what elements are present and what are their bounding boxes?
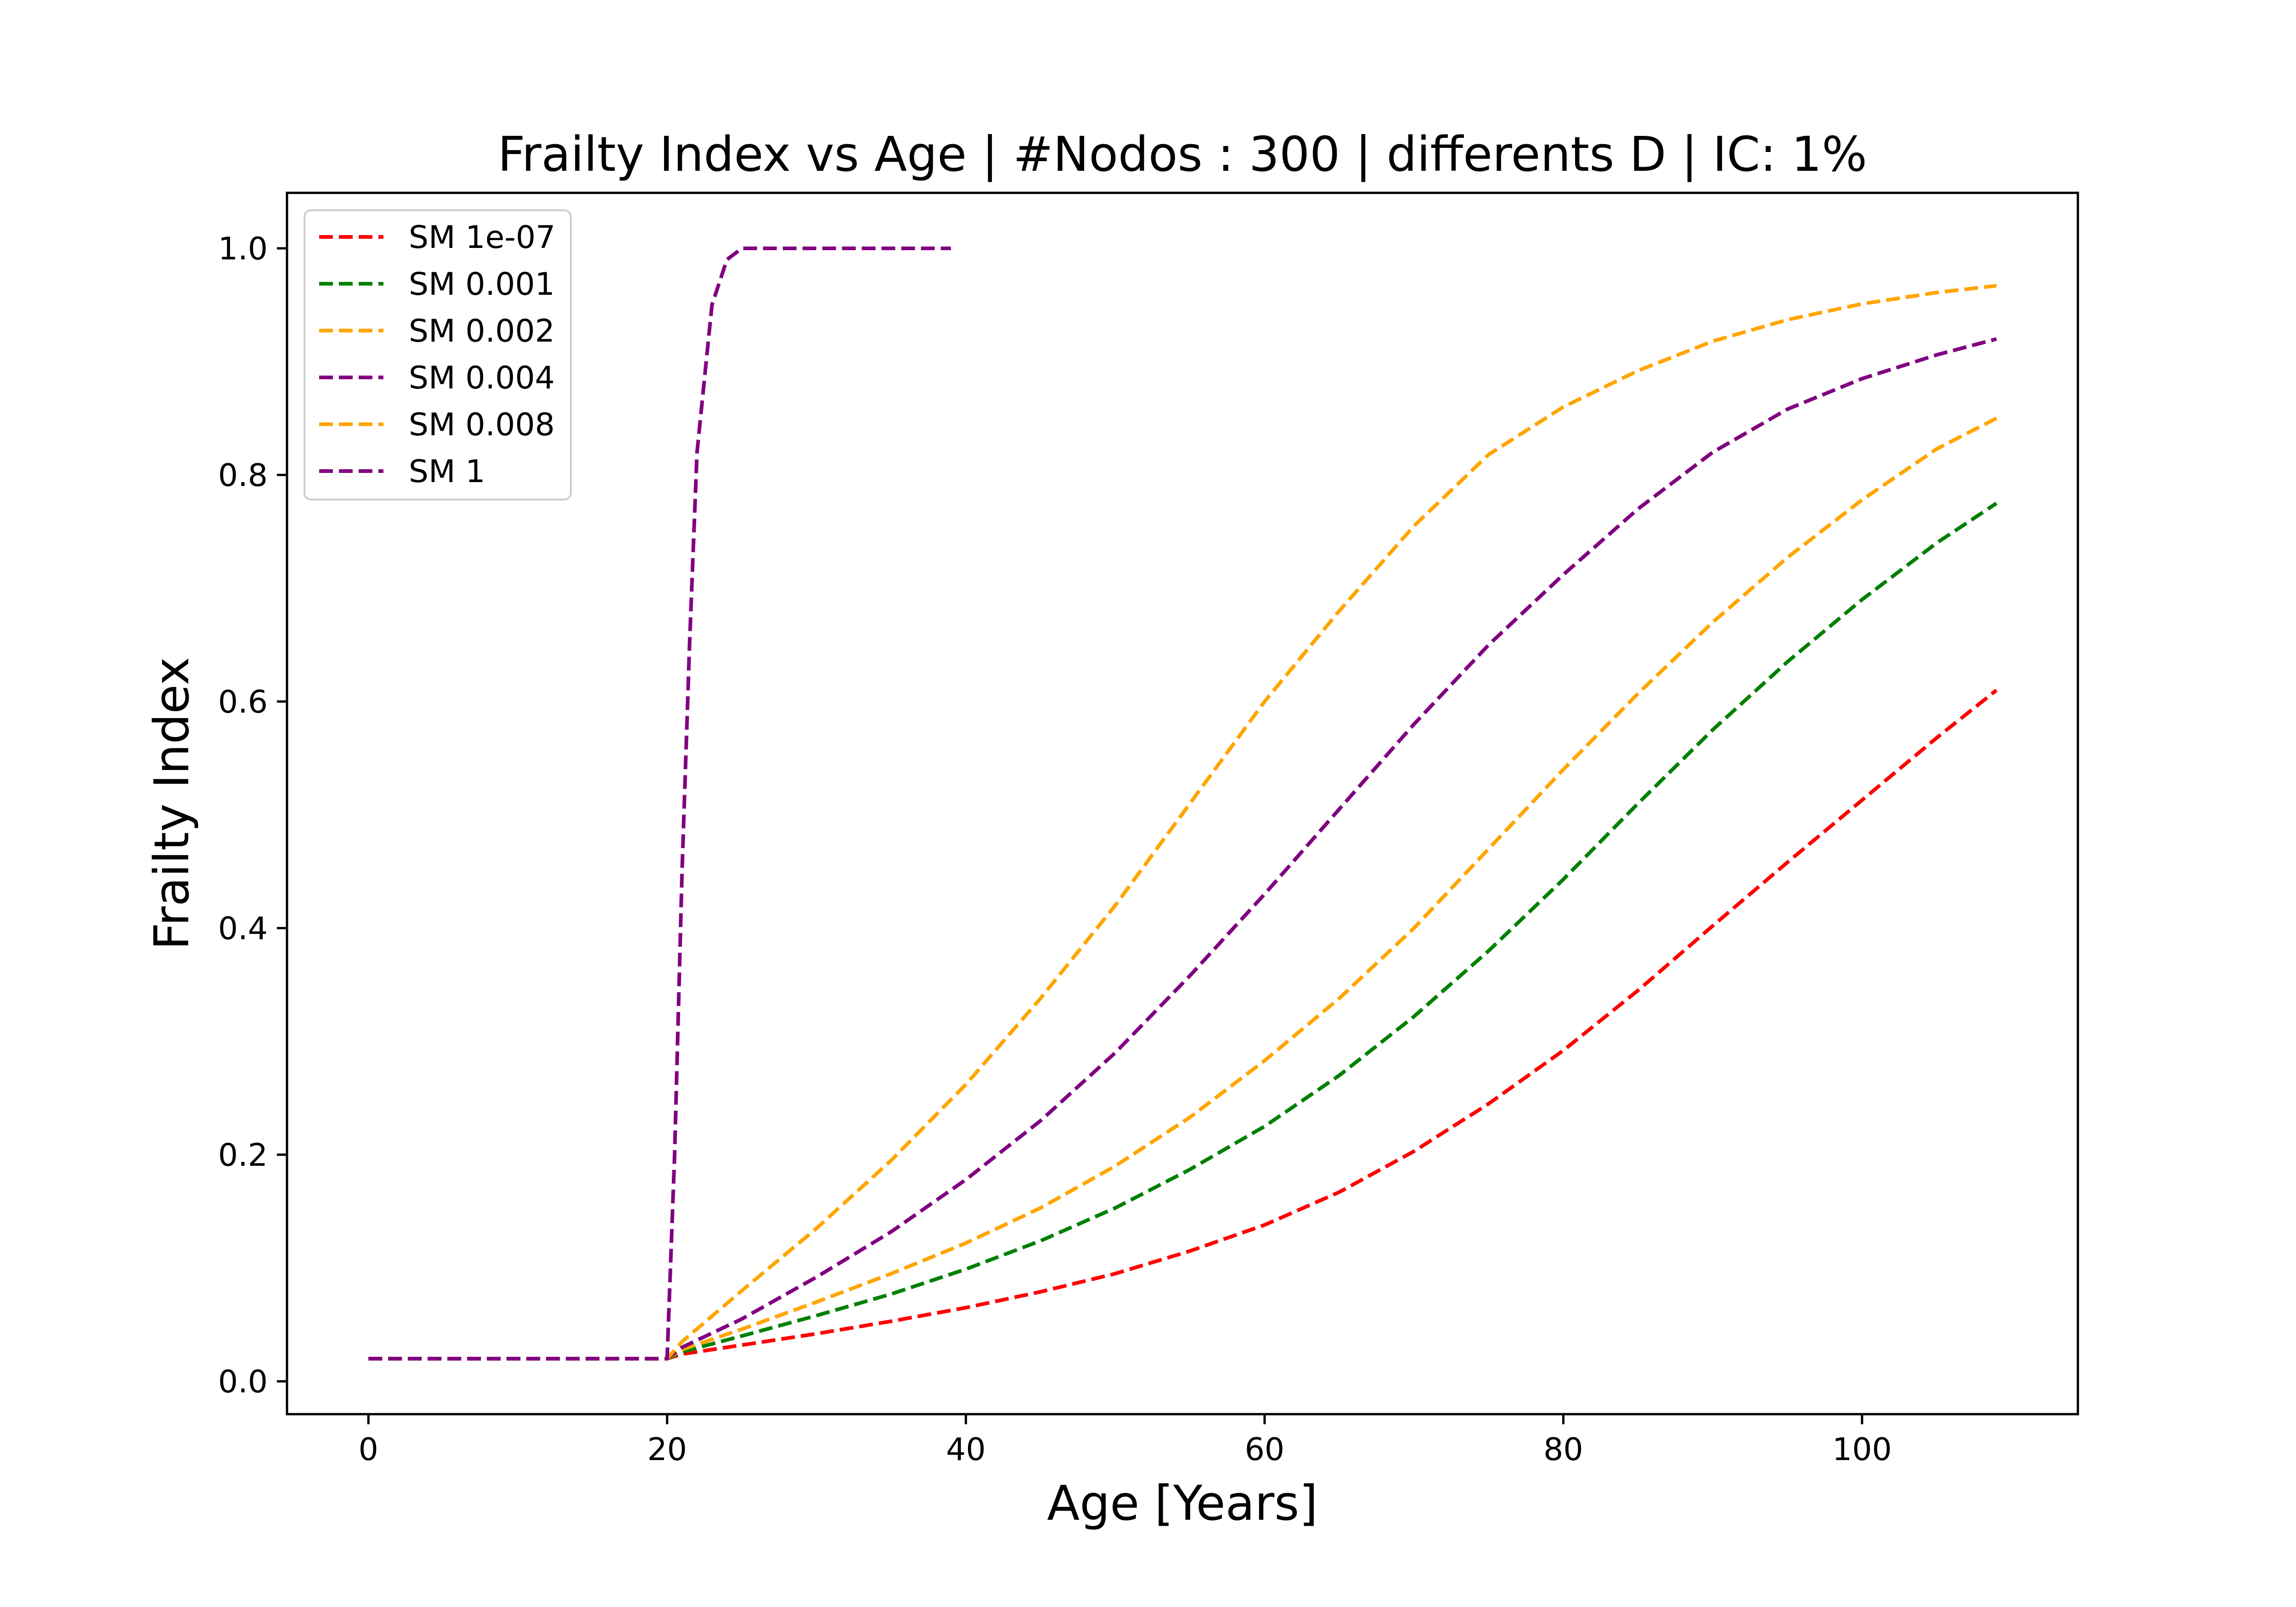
series-line-3 <box>368 416 1998 1361</box>
legend-label: SM 0.002 <box>409 313 555 349</box>
x-tick-label: 60 <box>1245 1432 1285 1468</box>
x-tick-label: 20 <box>647 1432 687 1468</box>
y-tick-label: 0.8 <box>218 457 268 494</box>
legend-label: SM 1 <box>409 454 485 490</box>
y-tick-label: 0.0 <box>218 1364 268 1400</box>
series-line-2 <box>368 501 1998 1361</box>
series-line-1 <box>368 689 1998 1361</box>
legend-label: SM 0.004 <box>409 360 555 396</box>
legend-label: SM 1e-07 <box>409 219 556 256</box>
series-layer <box>368 246 1998 1361</box>
y-axis-label: Frailty Index <box>144 657 200 950</box>
legend-label: SM 0.001 <box>409 266 555 303</box>
plot-area: 0 20 40 60 80 100 0.0 0.2 0.4 0.6 0.8 1.0 <box>218 191 2079 1468</box>
plot-frame <box>286 191 2079 1416</box>
legend-label: SM 0.008 <box>409 407 555 443</box>
x-tick-label: 40 <box>946 1432 986 1468</box>
x-axis-label: Age [Years] <box>1047 1475 1318 1531</box>
x-axis-ticks: 0 20 40 60 80 100 <box>359 1414 1892 1468</box>
x-tick-label: 0 <box>359 1432 378 1468</box>
y-axis-ticks: 0.0 0.2 0.4 0.6 0.8 1.0 <box>218 231 287 1400</box>
x-tick-label: 100 <box>1832 1432 1892 1468</box>
series-line-6 <box>368 246 951 1361</box>
y-tick-label: 0.6 <box>218 684 268 720</box>
legend: SM 1e-07 SM 0.001 SM 0.002 SM 0.004 SM 0.008… <box>304 209 572 500</box>
series-line-4 <box>368 337 1997 1361</box>
series-line-5 <box>368 284 1997 1361</box>
y-tick-label: 0.2 <box>218 1137 268 1174</box>
chart-title: Frailty Index vs Age | #Nodos : 300 | di… <box>498 126 1867 182</box>
y-tick-label: 0.4 <box>218 910 268 947</box>
x-tick-label: 80 <box>1543 1432 1583 1468</box>
y-tick-label: 1.0 <box>218 231 268 267</box>
